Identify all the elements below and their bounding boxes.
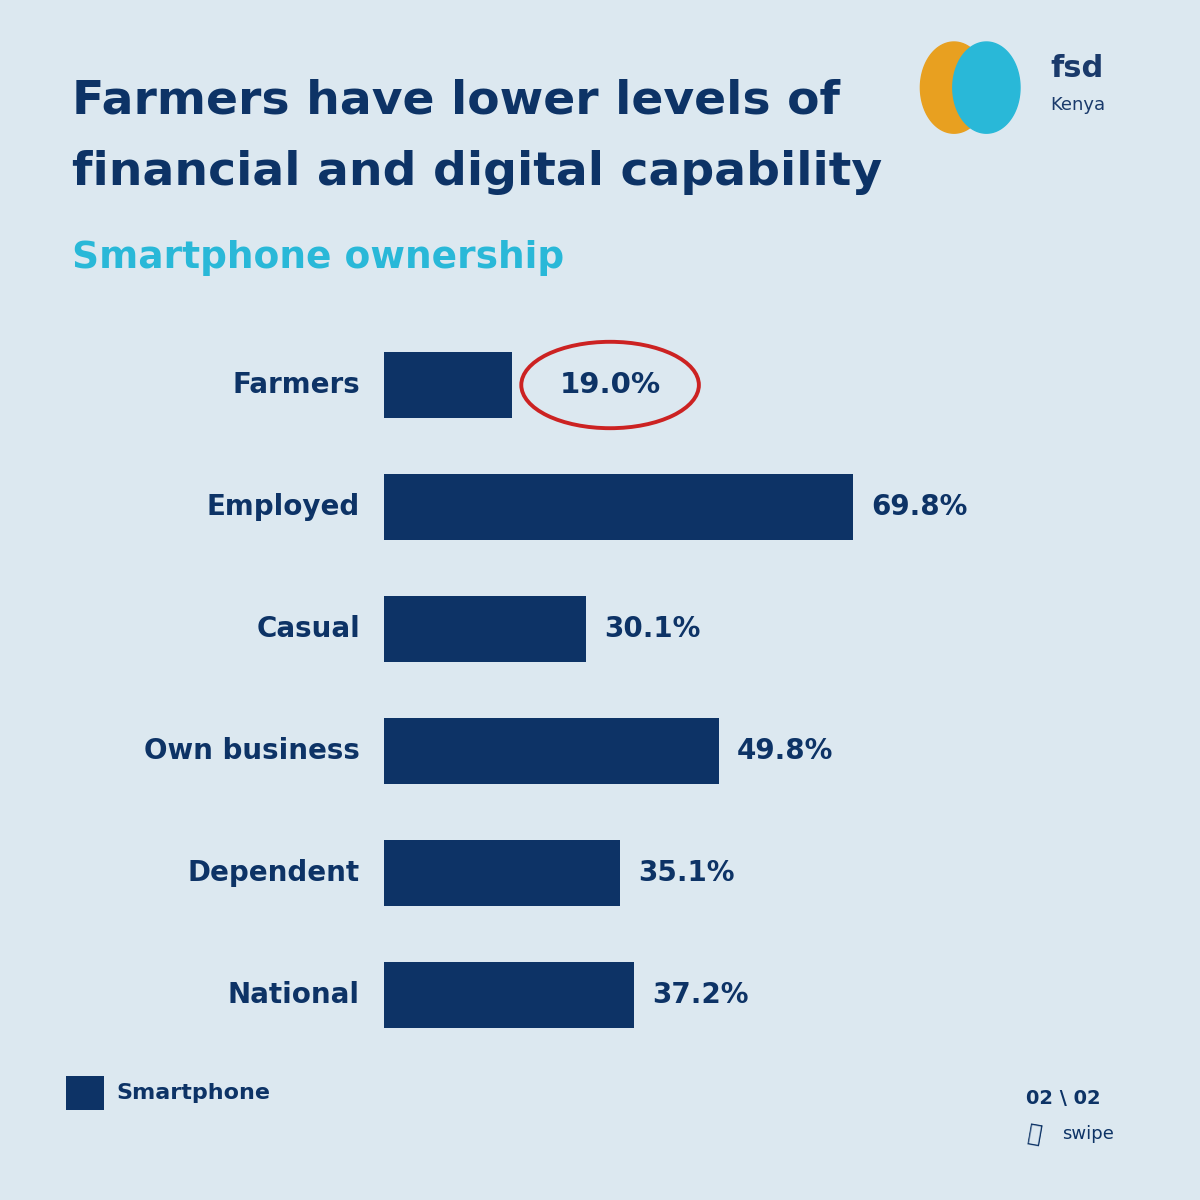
Text: fsd: fsd	[1050, 54, 1103, 83]
Text: 37.2%: 37.2%	[652, 982, 749, 1009]
Text: Smartphone: Smartphone	[116, 1084, 270, 1103]
FancyBboxPatch shape	[384, 596, 587, 662]
Text: Kenya: Kenya	[1050, 96, 1105, 114]
Text: Casual: Casual	[257, 614, 360, 643]
Text: 02 \ 02: 02 \ 02	[1026, 1088, 1100, 1108]
Text: financial and digital capability: financial and digital capability	[72, 150, 882, 194]
Text: Farmers: Farmers	[233, 371, 360, 398]
Text: 49.8%: 49.8%	[737, 737, 833, 766]
Text: 69.8%: 69.8%	[871, 493, 967, 521]
Text: 19.0%: 19.0%	[559, 371, 661, 398]
Polygon shape	[920, 42, 988, 133]
Text: Own business: Own business	[144, 737, 360, 766]
FancyBboxPatch shape	[384, 718, 719, 784]
Text: swipe: swipe	[1062, 1126, 1114, 1142]
FancyBboxPatch shape	[384, 352, 511, 418]
Text: Employed: Employed	[206, 493, 360, 521]
Text: 👆: 👆	[1026, 1121, 1044, 1147]
FancyBboxPatch shape	[384, 474, 853, 540]
Text: Smartphone ownership: Smartphone ownership	[72, 240, 564, 276]
Polygon shape	[953, 42, 1020, 133]
Text: 30.1%: 30.1%	[605, 614, 701, 643]
Text: 35.1%: 35.1%	[638, 859, 734, 887]
Text: National: National	[228, 982, 360, 1009]
Text: Dependent: Dependent	[188, 859, 360, 887]
FancyBboxPatch shape	[384, 840, 620, 906]
FancyBboxPatch shape	[384, 962, 634, 1028]
Text: Farmers have lower levels of: Farmers have lower levels of	[72, 78, 840, 122]
FancyBboxPatch shape	[66, 1076, 104, 1110]
